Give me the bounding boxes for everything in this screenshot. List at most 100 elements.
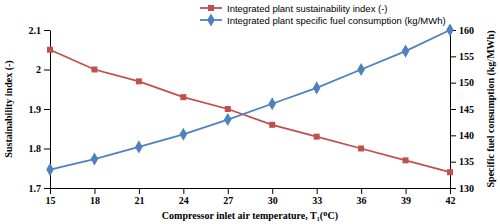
x-axis-title: Compressor inlet air temperature, T₁(ᴼC) xyxy=(162,210,338,222)
tick-label: 24 xyxy=(179,195,189,206)
tick-label: 30 xyxy=(268,195,278,206)
tick-label: 36 xyxy=(357,195,367,206)
tick: 27 xyxy=(223,188,233,206)
tick-label: 135 xyxy=(459,156,474,167)
marker xyxy=(180,128,188,141)
tick: 1.9 xyxy=(29,104,51,115)
tick-mark xyxy=(44,188,50,189)
y-axis-title: Sustainability index (-) xyxy=(3,60,15,157)
tick-mark xyxy=(44,30,50,31)
marker xyxy=(136,78,142,84)
tick-mark xyxy=(450,56,456,57)
tick-label: 39 xyxy=(401,195,411,206)
marker xyxy=(268,97,276,110)
tick: 2.1 xyxy=(29,25,51,36)
tick-mark xyxy=(183,188,184,194)
y2-axis: 130 135 140 145 150 155 160 xyxy=(450,25,474,194)
tick: 30 xyxy=(268,188,278,206)
legend: Integrated plant sustainability index (-… xyxy=(200,3,446,27)
marker xyxy=(224,113,232,126)
tick: 155 xyxy=(450,51,474,62)
tick-mark xyxy=(450,83,456,84)
tick-mark xyxy=(450,109,456,110)
y2-axis-title: Specific fuel consumption (kg/MWh) xyxy=(485,31,497,188)
legend-symbol xyxy=(208,5,214,11)
tick-mark xyxy=(317,188,318,194)
tick-label: 130 xyxy=(459,183,474,194)
legend-entry: Integrated plant sustainability index (-… xyxy=(200,3,388,14)
tick-mark xyxy=(139,188,140,194)
tick-mark xyxy=(361,188,362,194)
tick: 21 xyxy=(134,188,144,206)
marker xyxy=(135,140,143,153)
tick-label: 140 xyxy=(459,130,474,141)
tick-label: 1.8 xyxy=(29,143,42,154)
tick: 15 xyxy=(46,188,56,206)
tick-label: 145 xyxy=(459,104,474,115)
tick-label: 15 xyxy=(46,195,56,206)
tick: 24 xyxy=(179,188,189,206)
marker xyxy=(91,67,97,73)
tick: 150 xyxy=(450,77,474,88)
tick-label: 160 xyxy=(459,25,474,36)
tick-mark xyxy=(44,109,50,110)
tick: 2 xyxy=(36,64,50,75)
tick: 36 xyxy=(357,188,367,206)
tick-label: 1.7 xyxy=(29,183,42,194)
marker xyxy=(269,122,275,128)
tick: 140 xyxy=(450,130,474,141)
marker xyxy=(403,157,409,163)
marker xyxy=(313,81,321,94)
tick-label: 155 xyxy=(459,51,474,62)
marker xyxy=(402,44,410,57)
legend-label: Integrated plant sustainability index (-… xyxy=(227,3,388,14)
tick-label: 150 xyxy=(459,77,474,88)
tick-mark xyxy=(450,188,456,189)
chart: 151821242730333639421.71.81.922.11301351… xyxy=(0,0,500,224)
legend-label: Integrated plant specific fuel consumpti… xyxy=(227,15,446,26)
tick: 42 xyxy=(446,188,456,206)
tick-mark xyxy=(450,162,456,163)
tick-mark xyxy=(406,188,407,194)
marker xyxy=(46,163,54,176)
marker xyxy=(358,146,364,152)
marker xyxy=(91,152,99,165)
series-group xyxy=(46,24,454,176)
axis-line xyxy=(51,188,451,189)
tick-label: 2 xyxy=(36,64,41,75)
marker xyxy=(357,63,365,76)
x-axis: 15 18 21 24 27 30 33 36 39 42 xyxy=(46,188,456,206)
tick-label: 1.9 xyxy=(29,104,42,115)
tick-mark xyxy=(44,70,50,71)
tick-label: 21 xyxy=(134,195,144,206)
marker xyxy=(47,47,53,53)
tick-mark xyxy=(228,188,229,194)
tick: 1.8 xyxy=(29,143,51,154)
marker xyxy=(180,94,186,100)
tick-label: 33 xyxy=(312,195,322,206)
legend-symbol xyxy=(207,13,215,26)
tick-label: 2.1 xyxy=(29,25,42,36)
tick-mark xyxy=(94,188,95,194)
tick: 1.7 xyxy=(29,183,51,194)
tick-label: 27 xyxy=(223,195,233,206)
tick: 135 xyxy=(450,156,474,167)
tick: 39 xyxy=(401,188,411,206)
tick-mark xyxy=(450,135,456,136)
tick: 145 xyxy=(450,104,474,115)
tick: 130 xyxy=(450,183,474,194)
tick: 18 xyxy=(90,188,100,206)
plot-area: 151821242730333639421.71.81.922.11301351… xyxy=(29,23,475,206)
tick-label: 18 xyxy=(90,195,100,206)
legend-entry: Integrated plant specific fuel consumpti… xyxy=(200,13,446,26)
tick-mark xyxy=(50,188,51,194)
tick-label: 42 xyxy=(446,195,456,206)
marker xyxy=(447,169,453,175)
tick-mark xyxy=(272,188,273,194)
series-line xyxy=(50,30,450,170)
tick: 33 xyxy=(312,188,322,206)
marker xyxy=(446,24,454,37)
tick-mark xyxy=(44,149,50,150)
marker xyxy=(225,106,231,112)
marker xyxy=(314,134,320,140)
